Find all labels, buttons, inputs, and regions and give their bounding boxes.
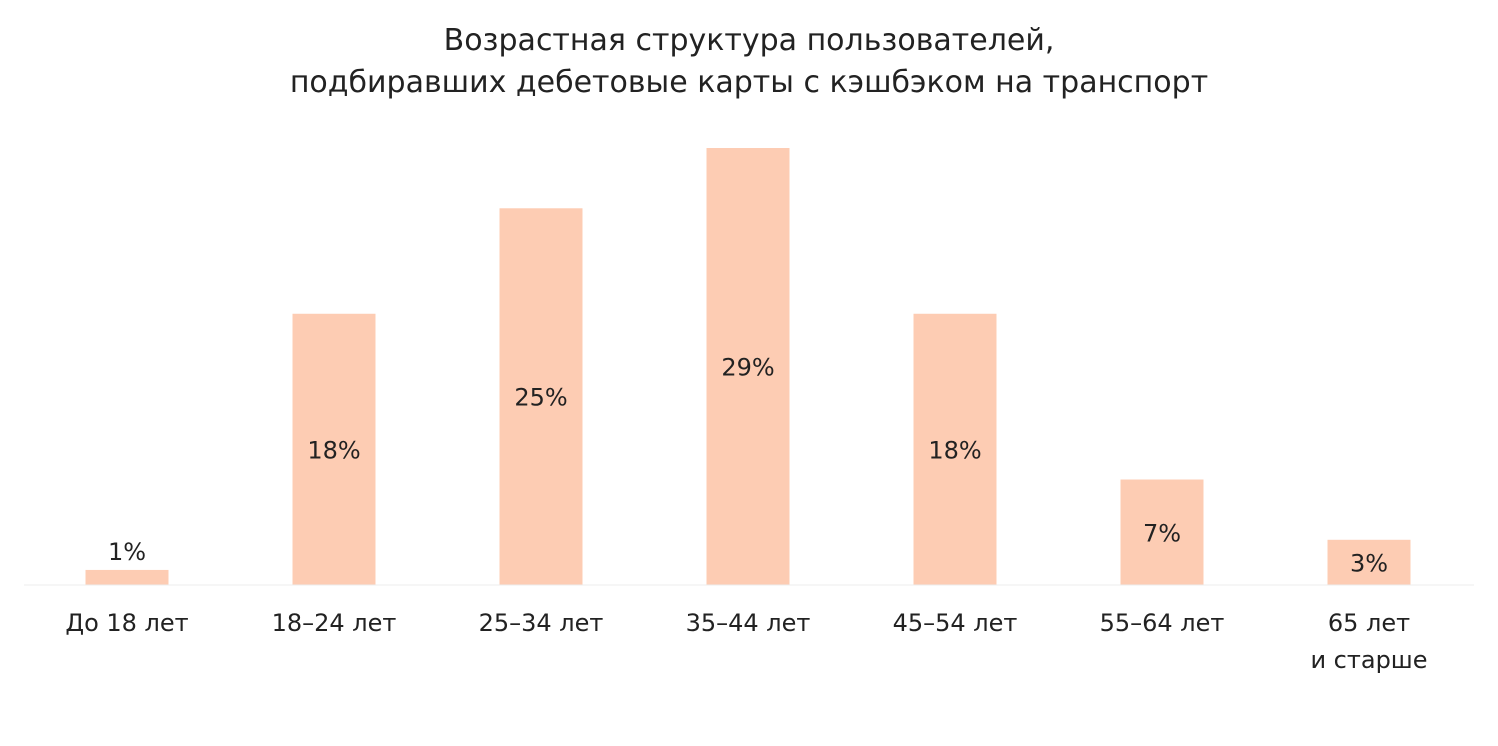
value-label-6: 7% — [1143, 519, 1181, 547]
category-label-5: 45–54 лет — [893, 609, 1018, 637]
category-label-line: 45–54 лет — [893, 609, 1018, 637]
bar-3 — [499, 208, 583, 586]
bar-1 — [85, 569, 169, 585]
category-label-2: 18–24 лет — [272, 609, 397, 637]
value-label-4: 29% — [721, 354, 774, 382]
category-label-3: 25–34 лет — [479, 609, 604, 637]
value-labels: 1% 18% 25% 29% 18% 7% 3% — [108, 354, 1388, 578]
chart-title-line-1: Возрастная структура пользователей, — [444, 23, 1055, 58]
category-label-1: До 18 лет — [65, 609, 188, 637]
chart-title-line-2: подбиравших дебетовые карты с кэшбэком н… — [290, 65, 1208, 100]
category-label-line: и старше — [1310, 646, 1427, 674]
category-label-4: 35–44 лет — [686, 609, 811, 637]
category-label-line: 55–64 лет — [1100, 609, 1225, 637]
value-label-1: 1% — [108, 538, 146, 566]
category-label-6: 55–64 лет — [1100, 609, 1225, 637]
category-label-line: 18–24 лет — [272, 609, 397, 637]
category-label-line: 25–34 лет — [479, 609, 604, 637]
bar-6 — [1120, 479, 1204, 585]
category-label-line: 65 лет — [1328, 609, 1410, 637]
bar-4 — [706, 148, 790, 585]
category-label-7: 65 лет и старше — [1310, 609, 1427, 674]
category-label-line: До 18 лет — [65, 609, 188, 637]
value-label-3: 25% — [514, 384, 567, 412]
value-label-2: 18% — [307, 436, 360, 464]
bar-2 — [292, 313, 376, 585]
chart-title: Возрастная структура пользователей, подби… — [290, 23, 1208, 100]
category-labels: До 18 лет 18–24 лет 25–34 лет 35–44 лет 45–5… — [65, 609, 1427, 674]
value-label-5: 18% — [928, 436, 981, 464]
bar-7 — [1327, 539, 1411, 585]
value-label-7: 3% — [1350, 549, 1388, 577]
category-label-line: 35–44 лет — [686, 609, 811, 637]
bar-5 — [913, 313, 997, 585]
bars — [85, 148, 1411, 586]
